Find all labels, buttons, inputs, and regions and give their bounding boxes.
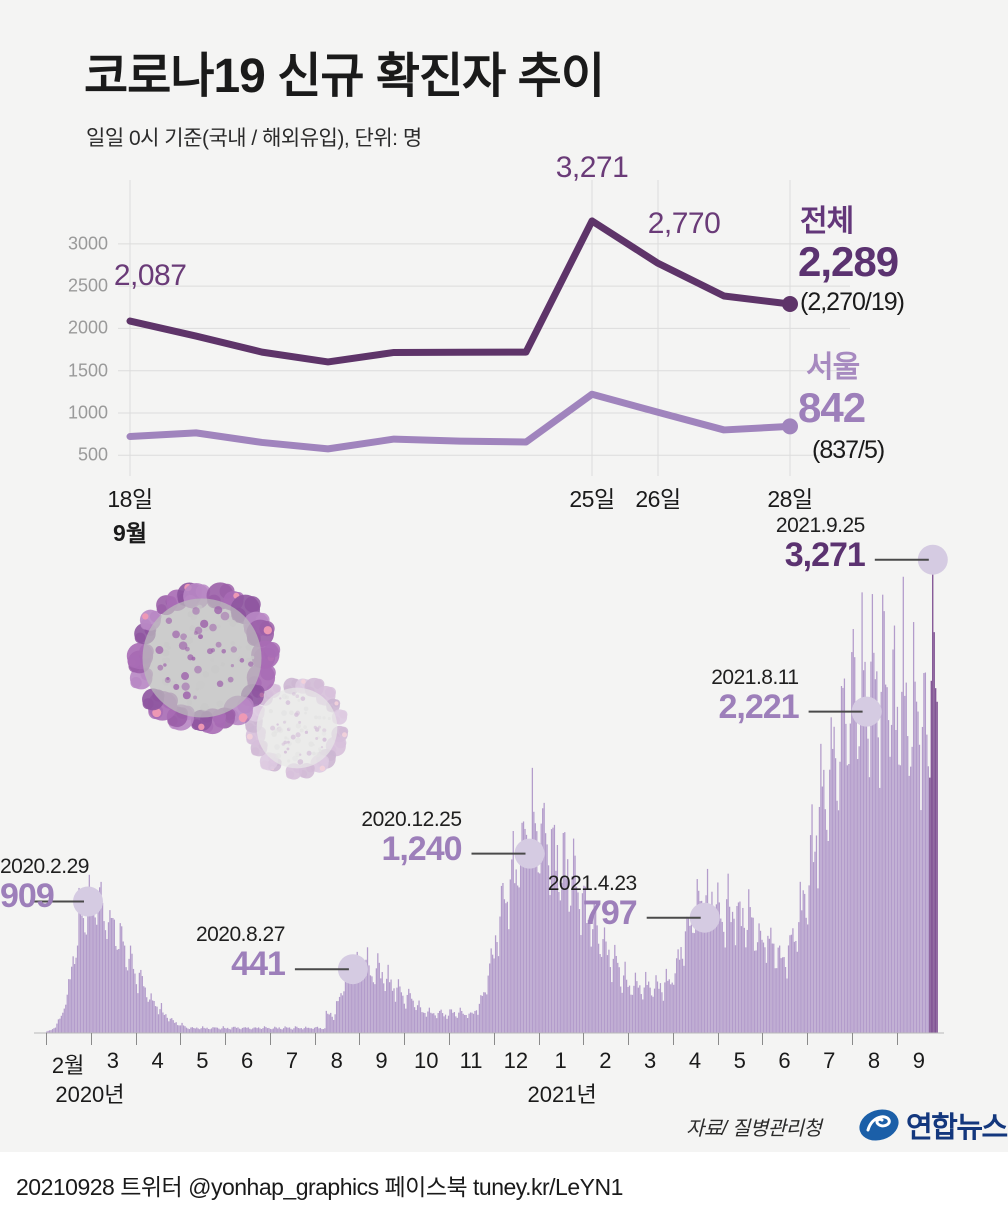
bar-x-tick-mark [404,1033,406,1045]
bar-x-tick-label: 2 [599,1048,612,1073]
line-x-axis-month: 9월 [113,520,147,546]
bar-x-tick-mark [717,1033,719,1045]
bar-annotation: 2020.8.27 441 [0,923,286,984]
bar-x-tick-label: 11 [459,1048,483,1073]
bar-annotation: 2021.9.25 3,271 [0,513,866,574]
line-y-tick: 500 [77,444,108,465]
bar-x-tick-mark [493,1033,495,1045]
footer-note: 20210928 트위터 @yonhap_graphics 페이스북 tuney… [16,1174,623,1200]
line-y-tick: 2000 [67,317,108,338]
bar-x-tick-mark [628,1033,630,1045]
bar-annotation: 2021.8.11 2,221 [0,666,799,726]
bar-x-tick-label: 4 [688,1048,702,1073]
bar-x-tick-label: 6 [778,1048,791,1073]
line-x-tick: 25일 [569,486,615,512]
bar-annotation: 2021.4.23 797 [0,871,638,932]
bar-x-tick-mark [359,1033,361,1045]
bar-x-tick-label: 8 [867,1048,881,1073]
bar-x-tick-mark [180,1033,182,1045]
bar-x-tick-mark [90,1033,92,1045]
bar-x-year-2020: 2020년 [55,1082,125,1107]
bar-x-tick-mark [46,1033,47,1045]
bar-annotation-date: 2020.12.25 [361,807,462,831]
bar-x-tick-mark [225,1033,227,1045]
page-subtitle: 일일 0시 기준(국내 / 해외유입), 단위: 명 [86,127,422,150]
line-y-tick: 2500 [67,275,108,296]
bar-x-tick-mark [851,1033,853,1045]
bar-x-tick-label: 12 [503,1048,529,1073]
bar-x-tick-label: 8 [330,1048,343,1073]
legend-total-label: 전체 [800,205,854,238]
bar-x-tick-mark [896,1033,898,1045]
page-title: 코로나19 신규 확진자 추이 [84,50,605,103]
bar-annotation-value: 441 [231,945,286,984]
bar-x-tick-label: 9 [375,1048,388,1073]
bar-chart-svg [30,544,948,1034]
bar-x-tick-mark [762,1033,764,1045]
line-y-tick: 3000 [67,233,108,254]
bar-x-tick-label: 9 [912,1048,925,1073]
line-value-annotation: 2,770 [647,207,721,241]
bar-x-tick-label: 5 [196,1048,209,1073]
bar-x-year-2021: 2021년 [527,1082,597,1107]
line-value-annotation: 3,271 [555,150,629,184]
bar-annotation-date: 2021.9.25 [775,513,865,537]
coronavirus-illustration [126,582,349,780]
bar-x-tick-label: 2월 [51,1053,85,1078]
line-x-tick: 18일 [107,486,153,512]
bar-x-tick-label: 1 [554,1048,567,1073]
bar-annotation-value: 1,240 [381,829,462,868]
bar-x-tick-label: 7 [823,1048,836,1073]
bar-annotation-date: 2020.8.27 [195,923,285,947]
bar-x-tick-label: 4 [151,1048,164,1073]
bar-x-tick-label: 7 [285,1048,299,1073]
bar-annotation-date: 2021.4.23 [547,871,637,895]
bar-x-tick-mark [807,1033,809,1045]
footer-bar [0,1152,1008,1212]
bar-x-tick-label: 3 [644,1048,657,1073]
bar-x-tick-label: 5 [733,1048,746,1073]
line-x-tick: 26일 [635,486,681,512]
legend-total-value: 2,289 [798,238,899,285]
source-credit: 자료/ 질병관리청 [686,1118,822,1140]
line-y-tick: 1000 [67,402,108,423]
line-y-tick: 1500 [67,360,108,381]
legend-seoul-label: 서울 [806,351,860,384]
bar-x-tick-mark [135,1033,137,1045]
line-chart-svg [118,180,850,476]
bar-x-tick-mark [538,1033,540,1045]
yonhap-logo-text: 연합뉴스 [906,1112,1008,1144]
bar-x-tick-mark [269,1033,271,1045]
line-chart: 500 1000 1500 2000 2500 3000 18일 25일 26일 28일 9월 2… [0,151,1008,546]
bar-x-tick-mark [583,1033,585,1045]
legend-seoul-breakdown: (837/5) [812,436,885,464]
bar-x-tick-mark [448,1033,450,1045]
bar-x-tick-label: 6 [241,1048,254,1073]
bar-annotation-value: 3,271 [784,535,866,574]
bar-x-tick-mark [672,1033,674,1045]
line-value-annotation: 2,087 [113,259,187,293]
bar-x-tick-label: 10 [414,1048,439,1073]
bar-annotation-value: 2,221 [718,687,800,726]
bar-annotation-date: 2021.8.11 [711,665,799,689]
line-x-tick: 28일 [767,486,813,512]
bar-annotation-value: 797 [582,893,638,932]
legend-total-breakdown: (2,270/19) [800,288,905,316]
yonhap-mark-icon [859,1109,899,1141]
bar-chart: 2020.2.29 909 2020.8.27 441 2020.12.25 1,240 2… [0,514,1008,1050]
legend-seoul-value: 842 [798,384,866,431]
bar-annotation: 2020.12.25 1,240 [0,808,462,868]
yonhap-logo: 연합뉴스 [858,1104,1008,1146]
bar-x-tick-mark [314,1033,316,1045]
bar-x-tick-label: 3 [106,1048,119,1073]
